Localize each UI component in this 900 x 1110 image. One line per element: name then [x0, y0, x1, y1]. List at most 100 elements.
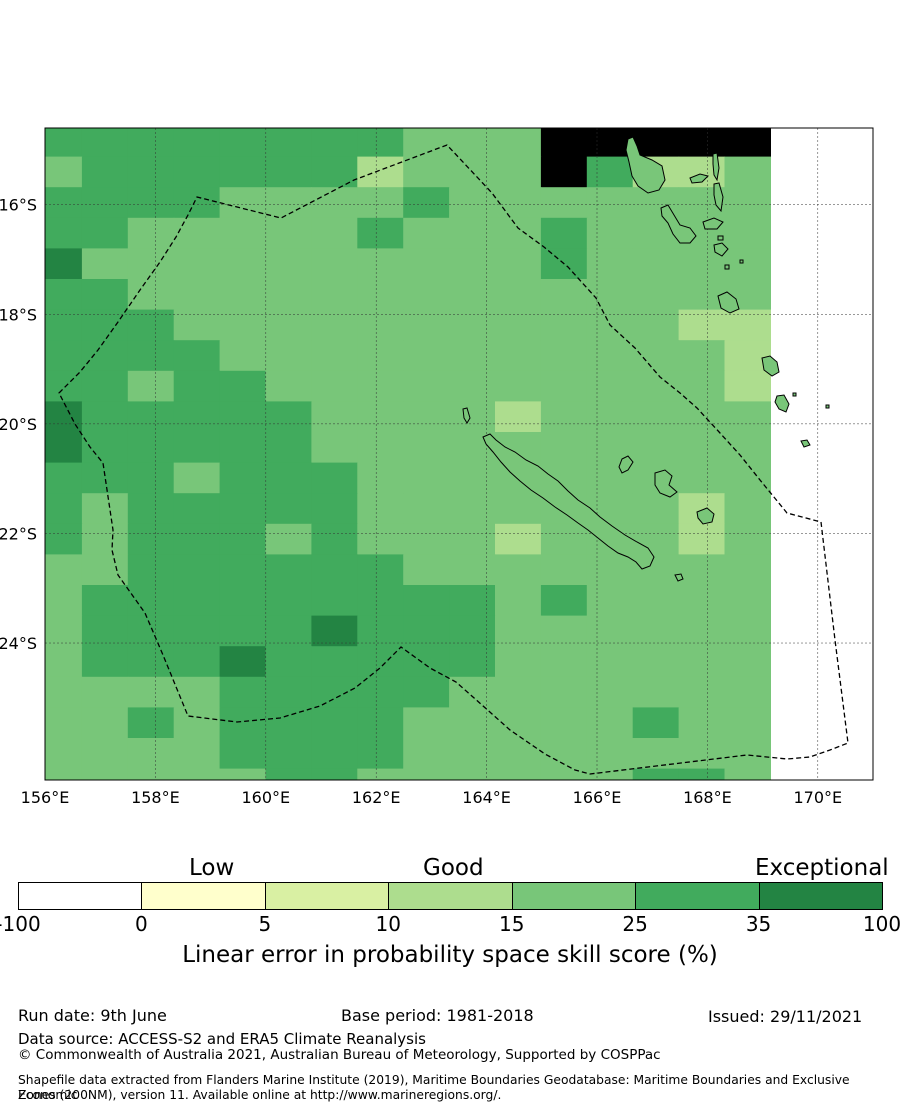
- skill-cell: [311, 279, 358, 311]
- skill-cell: [265, 707, 312, 739]
- skill-cell: [81, 156, 129, 188]
- shapefile-credit-line-1: Shapefile data extracted from Flanders M…: [18, 1073, 850, 1102]
- skill-cell: [495, 585, 542, 617]
- skill-cell: [81, 615, 129, 647]
- aneityum-island: [800, 439, 811, 448]
- skill-cell: [45, 768, 83, 780]
- skill-cell: [311, 248, 358, 280]
- skill-cell: [678, 523, 726, 555]
- skill-cell: [311, 676, 358, 708]
- skill-cell: [632, 768, 680, 780]
- latitude-label: 18°S: [0, 305, 37, 324]
- skill-cell: [633, 830, 680, 840]
- skill-cell: [586, 279, 634, 311]
- skill-cell: [219, 585, 267, 617]
- skill-cell: [81, 279, 129, 311]
- skill-cell: [678, 370, 726, 402]
- skill-cell: [173, 401, 221, 433]
- skill-cell: [173, 738, 221, 770]
- skill-cell: [45, 585, 83, 617]
- skill-cell: [311, 462, 358, 494]
- skill-cell: [357, 493, 404, 525]
- skill-cell: [174, 799, 221, 830]
- skill-cell: [173, 707, 221, 739]
- skill-cell: [127, 187, 175, 219]
- skill-cell: [587, 830, 634, 840]
- skill-cell: [540, 401, 588, 433]
- skill-cell: [586, 156, 634, 188]
- skill-cell: [45, 279, 83, 311]
- skill-cell: [403, 187, 450, 219]
- skill-cell: [219, 217, 267, 249]
- skill-cell: [403, 615, 450, 647]
- skill-cell: [449, 830, 496, 840]
- skill-cell: [173, 432, 221, 464]
- skill-cell: [403, 799, 450, 830]
- skill-cell: [357, 370, 404, 402]
- tanna-island: [774, 394, 790, 413]
- colorbar-title: Linear error in probability space skill …: [182, 942, 718, 968]
- skill-cell: [45, 615, 83, 647]
- latitude-label: 22°S: [0, 524, 37, 543]
- skill-cell: [403, 217, 450, 249]
- skill-cell: [81, 707, 129, 739]
- skill-cell: [403, 370, 450, 402]
- skill-cell: [540, 554, 588, 586]
- skill-cell: [724, 676, 771, 708]
- skill-cell: [678, 432, 726, 464]
- skill-cell: [173, 768, 221, 780]
- skill-cell: [45, 523, 83, 555]
- skill-cell: [219, 646, 267, 678]
- skill-cell: [265, 738, 312, 770]
- skill-cell: [81, 738, 129, 770]
- skill-cell: [449, 585, 496, 617]
- skill-map: 156°E 158°E 160°E 162°E 164°E 166°E 168°E 170°E…: [0, 127, 874, 840]
- longitude-label: 170°E: [793, 788, 842, 807]
- skill-cell: [311, 738, 358, 770]
- skill-cell: [219, 340, 267, 372]
- skill-cell: [724, 523, 771, 555]
- colorbar-bin: [141, 882, 266, 910]
- skill-cell: [219, 707, 267, 739]
- skill-cell: [495, 401, 542, 433]
- skill-cell: [219, 462, 267, 494]
- skill-cell: [127, 128, 175, 158]
- skill-cell: [220, 830, 267, 840]
- skill-cell: [449, 738, 496, 770]
- skill-cell: [81, 401, 129, 433]
- skill-cell: [403, 707, 450, 739]
- skill-cell: [495, 128, 542, 158]
- skill-cell: [45, 156, 83, 188]
- colorbar-tick-label: 10: [375, 912, 402, 936]
- skill-cell: [724, 309, 771, 341]
- skill-cell: [540, 646, 588, 678]
- espiritu-santo-island: [625, 136, 666, 194]
- skill-cell: [495, 340, 542, 372]
- skill-cell: [127, 523, 175, 555]
- skill-cell: [540, 585, 588, 617]
- skill-cell: [311, 830, 358, 840]
- skill-cell: [632, 248, 680, 280]
- skill-cell: [357, 462, 404, 494]
- skill-cell: [495, 156, 542, 188]
- skill-cell: [357, 615, 404, 647]
- skill-cell: [633, 799, 680, 830]
- skill-cell: [724, 248, 771, 280]
- skill-cell: [403, 128, 450, 158]
- skill-cell: [632, 493, 680, 525]
- skill-cell: [540, 128, 588, 158]
- skill-cell: [540, 309, 588, 341]
- skill-cell: [219, 279, 267, 311]
- skill-cell: [449, 370, 496, 402]
- skill-cell: [45, 248, 83, 280]
- coastlines: [462, 136, 830, 582]
- skill-cell: [586, 676, 634, 708]
- skill-cell: [173, 340, 221, 372]
- axis-labels: 156°E 158°E 160°E 162°E 164°E 166°E 168°E 170°E…: [0, 196, 842, 807]
- skill-cell: [173, 646, 221, 678]
- skill-cell: [81, 432, 129, 464]
- skill-cell: [311, 707, 358, 739]
- skill-cell: [173, 523, 221, 555]
- skill-cell: [127, 340, 175, 372]
- skill-cell: [725, 830, 772, 840]
